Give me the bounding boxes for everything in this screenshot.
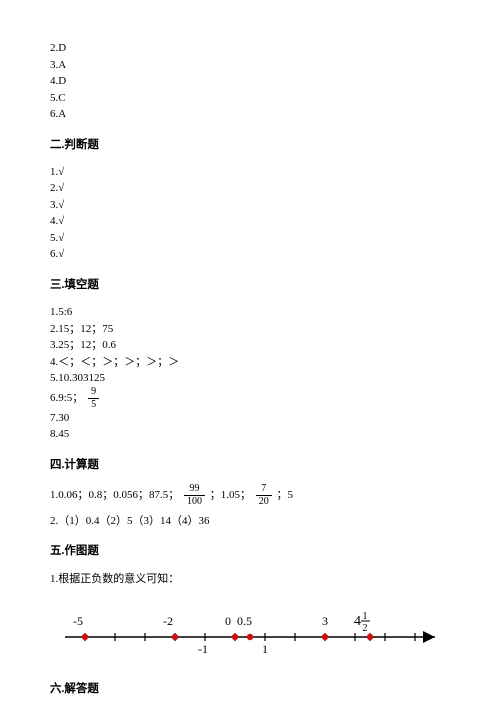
judge-item: 2.√ xyxy=(50,180,450,197)
judge-item: 5.√ xyxy=(50,230,450,247)
fill-item: 1.5:6 xyxy=(50,304,450,321)
number-line-svg: -5-2-100.513412 xyxy=(50,597,450,667)
fill-item: 2.15；12；75 xyxy=(50,321,450,338)
fill-item: 7.30 xyxy=(50,410,450,427)
judge-item: 3.√ xyxy=(50,197,450,214)
section-4-heading: 四.计算题 xyxy=(50,457,450,474)
section-4-body: 1.0.06；0.8；0.056；87.5； 99 100 ；1.05； 7 2… xyxy=(50,484,450,530)
judge-item: 6.√ xyxy=(50,246,450,263)
fraction-99-100: 99 100 xyxy=(184,484,205,507)
svg-text:3: 3 xyxy=(322,614,328,628)
number-line-figure: -5-2-100.513412 xyxy=(50,597,450,667)
frac-den: 5 xyxy=(88,399,99,410)
fill-item: 4.＜；＜；＞；＞；＞；＞ xyxy=(50,354,450,371)
section-6-heading: 六.解答题 xyxy=(50,681,450,698)
fill-item: 5.10.303125 xyxy=(50,370,450,387)
frac-den: 20 xyxy=(256,496,272,507)
svg-text:1: 1 xyxy=(363,611,368,622)
svg-text:2: 2 xyxy=(363,623,368,634)
calc-1b: ；1.05； xyxy=(210,489,251,501)
top-answers: 2.D 3.A 4.D 5.C 6.A xyxy=(50,40,450,123)
svg-text:0.5: 0.5 xyxy=(237,614,252,628)
fill-item: 8.45 xyxy=(50,426,450,443)
fill-item-6: 6.9:5； 9 5 xyxy=(50,387,450,410)
section-5-heading: 五.作图题 xyxy=(50,543,450,560)
judge-item: 4.√ xyxy=(50,213,450,230)
frac-num: 7 xyxy=(256,484,272,496)
calc-1c: ；5 xyxy=(277,489,294,501)
svg-text:-2: -2 xyxy=(163,614,173,628)
calc-line-2: 2.（1）0.4（2）5（3）14（4）36 xyxy=(50,513,450,530)
svg-text:-1: -1 xyxy=(198,642,208,656)
calc-line-1: 1.0.06；0.8；0.056；87.5； 99 100 ；1.05； 7 2… xyxy=(50,484,450,507)
frac-num: 9 xyxy=(88,387,99,399)
section-2-body: 1.√ 2.√ 3.√ 4.√ 5.√ 6.√ xyxy=(50,164,450,263)
ans-line: 3.A xyxy=(50,57,450,74)
frac-num: 99 xyxy=(184,484,205,496)
section-5-text: 1.根据正负数的意义可知： xyxy=(50,571,450,588)
svg-text:0: 0 xyxy=(225,614,231,628)
section-5-body: 1.根据正负数的意义可知： xyxy=(50,571,450,588)
calc-1a: 1.0.06；0.8；0.056；87.5； xyxy=(50,489,179,501)
fraction-7-20: 7 20 xyxy=(256,484,272,507)
svg-text:-5: -5 xyxy=(73,614,83,628)
judge-item: 1.√ xyxy=(50,164,450,181)
section-2-heading: 二.判断题 xyxy=(50,137,450,154)
section-3-body: 1.5:6 2.15；12；75 3.25；12；0.6 4.＜；＜；＞；＞；＞… xyxy=(50,304,450,443)
section-3-heading: 三.填空题 xyxy=(50,277,450,294)
fill-6-prefix: 6.9:5； xyxy=(50,392,83,404)
svg-text:4: 4 xyxy=(354,614,361,629)
ans-line: 5.C xyxy=(50,90,450,107)
ans-line: 6.A xyxy=(50,106,450,123)
svg-text:1: 1 xyxy=(262,642,268,656)
frac-den: 100 xyxy=(184,496,205,507)
fraction-9-5: 9 5 xyxy=(88,387,99,410)
ans-line: 4.D xyxy=(50,73,450,90)
fill-item: 3.25；12；0.6 xyxy=(50,337,450,354)
ans-line: 2.D xyxy=(50,40,450,57)
